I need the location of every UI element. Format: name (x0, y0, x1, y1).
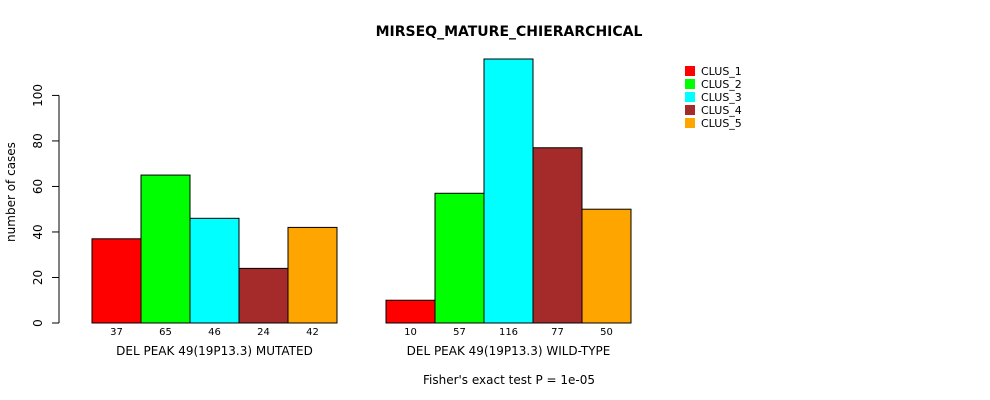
bar-clus-4-group-2 (532, 147, 583, 324)
bar-count-label: 57 (453, 327, 466, 338)
legend-swatch (685, 105, 695, 115)
bar-count-label: 24 (257, 327, 270, 338)
bar-clus-3-group-2 (483, 58, 534, 324)
y-tick-label: 60 (31, 179, 45, 194)
legend-entry: CLUS_3 (701, 91, 742, 104)
bar-count-label: 10 (404, 327, 417, 338)
x-group-label: DEL PEAK 49(19P13.3) MUTATED (116, 344, 313, 358)
bar-count-label: 42 (306, 327, 319, 338)
bar-clus-1-group-2 (385, 299, 436, 324)
y-tick-label: 40 (31, 224, 45, 239)
legend-entry: CLUS_2 (701, 78, 742, 91)
bar-count-label: 46 (208, 327, 221, 338)
bar-clus-5-group-1 (287, 226, 338, 324)
x-group-label: DEL PEAK 49(19P13.3) WILD-TYPE (407, 344, 611, 358)
legend-swatch (685, 66, 695, 76)
legend-swatch (685, 79, 695, 89)
bar-clus-1-group-1 (91, 238, 142, 324)
legend-swatch (685, 118, 695, 128)
chart-title: MIRSEQ_MATURE_CHIERARCHICAL (376, 24, 643, 40)
y-axis-label: number of cases (4, 142, 18, 242)
bar-clus-3-group-1 (189, 217, 240, 324)
y-tick-label: 80 (31, 133, 45, 148)
bar-clus-2-group-2 (434, 192, 485, 324)
legend-entry: CLUS_4 (701, 104, 742, 117)
y-tick-label: 100 (31, 84, 45, 107)
bar-count-label: 77 (551, 327, 564, 338)
footnote: Fisher's exact test P = 1e-05 (423, 373, 595, 387)
bar-count-label: 50 (600, 327, 613, 338)
bars: 37 65 46 24 42 10 57 116 77 50 (91, 58, 632, 338)
bar-clus-2-group-1 (140, 174, 191, 324)
y-tick-label: 0 (31, 319, 45, 327)
y-tick-label: 20 (31, 270, 45, 285)
legend-entry: CLUS_1 (701, 65, 742, 78)
bar-count-label: 65 (159, 327, 172, 338)
x-group-labels: DEL PEAK 49(19P13.3) MUTATED DEL PEAK 49(… (116, 344, 610, 358)
y-axis: 0 20 40 60 80 100 (31, 84, 60, 327)
bar-count-label: 116 (499, 327, 518, 338)
legend-swatch (685, 92, 695, 102)
bar-clus-5-group-2 (581, 208, 632, 324)
bar-count-label: 37 (110, 327, 123, 338)
legend-entry: CLUS_5 (701, 117, 742, 130)
bar-clus-4-group-1 (238, 267, 289, 324)
